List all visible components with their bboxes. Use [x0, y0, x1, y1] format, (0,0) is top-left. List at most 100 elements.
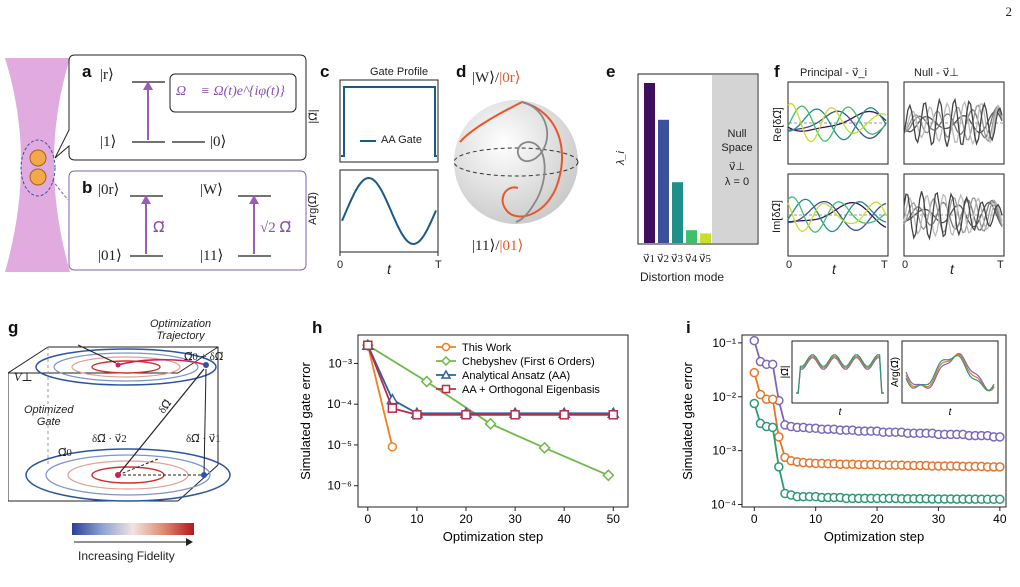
sphere-body [454, 100, 578, 224]
inset-frame-0 [791, 340, 889, 404]
f-ylabel-top: Re[δΩ⃗] [771, 107, 784, 142]
series-3-point [559, 410, 569, 420]
bloch-sphere [453, 100, 579, 224]
g-traj-label-1: Optimization [150, 318, 212, 330]
atom-pair-outline [20, 139, 56, 197]
g-delta-arrow [117, 368, 205, 476]
g-colorbar-label: Increasing Fidelity [78, 549, 175, 563]
series-1-point [420, 375, 433, 388]
frame [741, 334, 1007, 508]
d-bottom-a: |11⟩ [472, 238, 496, 254]
panel-i-chart: 0 10 20 30 40 10⁻⁴ 10⁻³ 10⁻² 10⁻¹ Optimization st… [680, 334, 1007, 544]
legend-marker-3 [441, 384, 451, 394]
d-bottom-label: |11⟩/|01⟩ [472, 236, 523, 255]
f-null-curve-1-4 [903, 191, 1003, 241]
inset-frame-1 [901, 340, 999, 404]
series-1-point [749, 367, 760, 378]
x-tick-label: 10 [410, 512, 424, 526]
x-tick-label: 40 [558, 512, 572, 526]
page-number: 2 [1005, 4, 1013, 19]
inset-0-xlabel: t [839, 407, 843, 418]
panel-f-label: f [774, 62, 780, 81]
y-axis-label: Simulated gate error [298, 361, 313, 479]
omega-definition: Ω⃗ ≡ Ω(t)e^{iφ(t)} [176, 84, 285, 99]
bloch-trajectory-gray [515, 101, 549, 223]
e-bar-5 [700, 233, 711, 243]
arrow-head-b2 [249, 195, 259, 204]
y-tick-label: 10⁻⁵ [327, 438, 352, 452]
inset-0-curve-1 [796, 355, 884, 394]
f-principal-curve-1-4 [787, 201, 887, 232]
d-bottom-sep: / [495, 238, 500, 254]
arrow-head-b1 [141, 195, 151, 204]
panel-a-box [54, 54, 307, 161]
c-ylabel-bottom: Arg(Ω⃗) [306, 192, 319, 225]
g-v2-arrow [117, 458, 159, 476]
panel-i-label: i [686, 318, 691, 337]
series-3-point [412, 410, 422, 420]
x-tick-label: 20 [870, 512, 884, 526]
g-box-edge-2 [177, 346, 219, 374]
y-tick-label: 10⁻³ [712, 444, 736, 458]
e-tick-1: v⃗1 [643, 253, 656, 265]
y-tick-label: 10⁻¹ [712, 336, 736, 350]
panel-d-label: d [456, 62, 467, 81]
x-tick-label: 40 [993, 512, 1007, 526]
f-xT-left: T [881, 259, 888, 271]
e-frame [637, 73, 759, 245]
x-tick-label: 50 [607, 512, 621, 526]
series-1-point [602, 469, 615, 482]
arrow-head-a [143, 81, 153, 90]
atom-2 [29, 168, 47, 186]
f-frame-tr [903, 81, 1005, 165]
legend-label-2: Analytical Ansatz (AA) [462, 370, 570, 382]
c-amplitude-curve [341, 86, 437, 157]
f-principal-curve-0-1 [787, 110, 887, 139]
e-tick-4: v⃗4 [685, 253, 698, 265]
e-bar-2 [658, 119, 669, 243]
frame [357, 334, 629, 508]
d-bottom-b: |01⟩ [499, 238, 524, 254]
c-ylabel-top: |Ω⃗| [307, 109, 320, 124]
c-phase-curve [341, 176, 437, 246]
ket-0r: |0r⟩ [98, 182, 120, 198]
series-0-point [767, 359, 778, 370]
y-tick-label: 10⁻⁶ [327, 479, 352, 493]
x-tick-label: 0 [751, 512, 758, 526]
x-axis-label: Optimization step [443, 529, 543, 544]
bloch-trajectory-orange-2 [459, 101, 523, 143]
series-0-point [749, 335, 760, 346]
ket-0: |0⟩ [210, 134, 227, 150]
d-top-a: |W⟩ [472, 70, 496, 86]
g-point-v1 [201, 472, 207, 478]
g-box-edge-6 [177, 464, 219, 502]
series-1-point [995, 462, 1005, 472]
series-line-2 [753, 403, 1000, 501]
panel-a-label: a [82, 62, 92, 81]
f-null-curve-1-3 [903, 193, 1003, 238]
g-trajectory [117, 358, 207, 366]
legend-label-1: Chebyshev (First 6 Orders) [462, 356, 595, 368]
panel-f-plots [787, 81, 1005, 257]
series-0-point [995, 432, 1005, 442]
ket-1: |1⟩ [100, 134, 117, 150]
f-x0-right: 0 [902, 259, 909, 271]
ket-11: |11⟩ [200, 248, 224, 264]
e-bar-1 [644, 83, 655, 243]
x-axis-label: Optimization step [824, 529, 924, 544]
f-principal-curve-0-4 [787, 102, 887, 143]
d-top-sep: / [495, 70, 500, 86]
x-tick-label: 0 [364, 512, 371, 526]
panel-g-label: g [8, 318, 19, 337]
connector-b [51, 179, 69, 201]
inset-0-curve-0 [796, 357, 884, 394]
g-traj-label-2: Trajectory [156, 330, 205, 342]
panel-c-title: Gate Profile [370, 66, 429, 78]
e-tick-3: v⃗3 [671, 253, 684, 265]
g-v-perp: V⊥ [14, 370, 33, 384]
f-frame-bl [787, 173, 889, 257]
ket-r: |r⟩ [100, 67, 114, 83]
series-3-point [363, 340, 373, 351]
d-top-label: |W⟩/|0r⟩ [472, 68, 521, 87]
g-optgate-label-2: Gate [36, 416, 61, 428]
